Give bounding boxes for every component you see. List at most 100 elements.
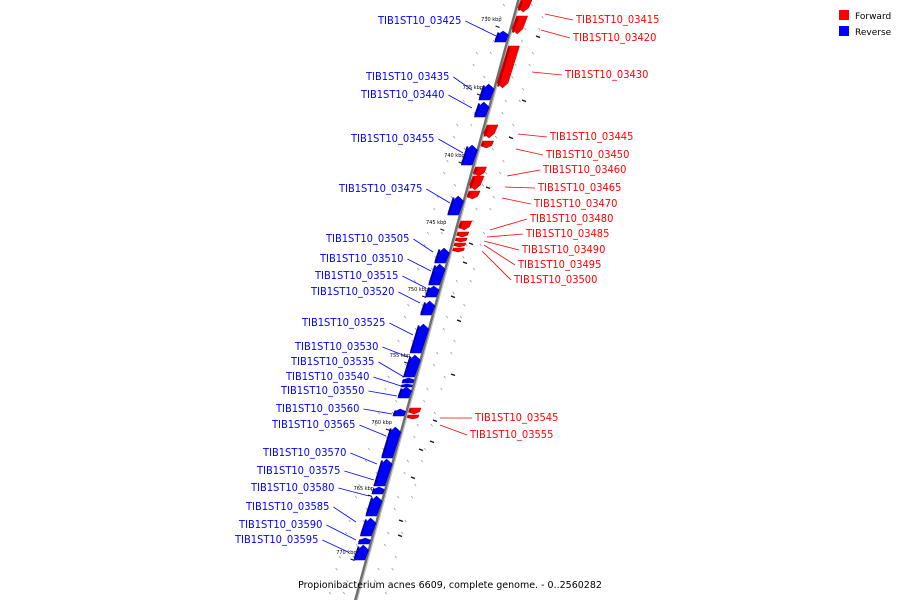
gene-tib1st10-03415[interactable] — [517, 0, 533, 13]
gene-tib1st10-03580[interactable] — [365, 495, 383, 517]
gene-tib1st10-03500-label[interactable]: TIB1ST10_03500 — [513, 273, 597, 286]
gene-tib1st10-03490-label[interactable]: TIB1ST10_03490 — [521, 243, 605, 256]
gene-tib1st10-03480-label[interactable]: TIB1ST10_03480 — [529, 212, 613, 225]
gene-tib1st10-03415-label[interactable]: TIB1ST10_03415 — [575, 13, 659, 26]
gene-tib1st10-03450[interactable] — [480, 140, 495, 149]
dash-mark — [418, 448, 424, 452]
gene-tib1st10-03520-label[interactable]: TIB1ST10_03520 — [310, 285, 394, 298]
dash-mark — [524, 27, 527, 31]
dash-mark — [470, 123, 473, 127]
gene-tib1st10-03580-label[interactable]: TIB1ST10_03580 — [250, 481, 334, 494]
gene-tib1st10-03510-label[interactable]: TIB1ST10_03510 — [319, 252, 403, 265]
gene-tib1st10-03485[interactable] — [456, 231, 470, 238]
dash-mark — [456, 123, 459, 127]
gene-tib1st10-03490[interactable] — [454, 237, 468, 243]
gene-tib1st10-03545-label[interactable]: TIB1ST10_03545 — [474, 411, 558, 424]
gene-tib1st10-03435-label[interactable]: TIB1ST10_03435 — [365, 70, 449, 83]
gene-tib1st10-03595[interactable] — [353, 544, 370, 561]
gene-tib1st10-03445[interactable] — [483, 124, 499, 139]
gene-tib1st10-03500[interactable] — [452, 247, 465, 253]
gene-tib1st10-03470-label[interactable]: TIB1ST10_03470 — [533, 197, 617, 210]
gene-tib1st10-03540-label[interactable]: TIB1ST10_03540 — [285, 370, 369, 383]
gene-tib1st10-03460-label[interactable]: TIB1ST10_03460 — [542, 163, 626, 176]
dash-mark — [508, 136, 514, 140]
gene-tib1st10-03495-label[interactable]: TIB1ST10_03495 — [517, 258, 601, 271]
gene-tib1st10-03530[interactable] — [403, 354, 421, 378]
dash-mark — [531, 51, 534, 55]
gene-tib1st10-03465-label[interactable]: TIB1ST10_03465 — [537, 181, 621, 194]
dash-mark — [436, 351, 439, 355]
gene-tib1st10-03545[interactable] — [408, 407, 422, 415]
gene-tib1st10-03575-label[interactable]: TIB1ST10_03575 — [256, 464, 340, 477]
gene-tib1st10-03475-label[interactable]: TIB1ST10_03475 — [338, 182, 422, 195]
gene-tib1st10-03555-label[interactable]: TIB1ST10_03555 — [469, 428, 553, 441]
gene-tib1st10-03595-label[interactable]: TIB1ST10_03595 — [234, 533, 318, 546]
gene-tib1st10-03505-label[interactable]: TIB1ST10_03505 — [325, 232, 409, 245]
gene-tib1st10-03565[interactable] — [381, 426, 402, 459]
gene-tib1st10-03585[interactable] — [359, 517, 377, 537]
gene-tib1st10-03440-shade — [474, 103, 481, 116]
gene-tib1st10-03440-label[interactable]: TIB1ST10_03440 — [360, 88, 444, 101]
gene-tib1st10-03585-shade — [360, 519, 368, 535]
gene-tib1st10-03430-label[interactable]: TIB1ST10_03430 — [564, 68, 648, 81]
dash-mark — [430, 267, 434, 271]
gene-tib1st10-03455-label[interactable]: TIB1ST10_03455 — [350, 132, 434, 145]
gene-tib1st10-03495[interactable] — [453, 242, 467, 248]
dash-mark — [512, 123, 515, 127]
gene-tib1st10-03515-label[interactable]: TIB1ST10_03515 — [314, 269, 398, 282]
gene-tib1st10-03455[interactable] — [460, 144, 478, 166]
gene-tib1st10-03520[interactable] — [419, 300, 436, 316]
gene-tib1st10-03535-label[interactable]: TIB1ST10_03535 — [290, 355, 374, 368]
gene-tib1st10-03555[interactable] — [406, 414, 420, 420]
gene-tib1st10-03530-label[interactable]: TIB1ST10_03530 — [294, 340, 378, 353]
tick-label: 755 kbp — [390, 353, 410, 359]
gene-tib1st10-03510[interactable] — [428, 263, 446, 286]
gene-tib1st10-03465[interactable] — [469, 175, 485, 191]
gene-tib1st10-03425-label[interactable]: TIB1ST10_03425 — [377, 14, 461, 27]
gene-tib1st10-03510-leader — [407, 258, 432, 272]
gene-tib1st10-03575[interactable] — [371, 486, 385, 495]
gene-tib1st10-03565-shade — [381, 428, 392, 457]
dash-mark — [355, 543, 359, 547]
dash-mark — [538, 27, 541, 31]
gene-tib1st10-03470-shade — [466, 192, 471, 198]
gene-tib1st10-03590-label[interactable]: TIB1ST10_03590 — [238, 518, 322, 531]
gene-tib1st10-03565-label[interactable]: TIB1ST10_03565 — [271, 418, 355, 431]
gene-tib1st10-03550-label[interactable]: TIB1ST10_03550 — [280, 384, 364, 397]
gene-tib1st10-03505[interactable] — [434, 247, 450, 264]
gene-tib1st10-03550[interactable] — [397, 386, 413, 399]
gene-tib1st10-03570-label[interactable]: TIB1ST10_03570 — [262, 446, 346, 459]
gene-tib1st10-03560[interactable] — [392, 408, 407, 417]
gene-tib1st10-03515[interactable] — [424, 285, 440, 298]
gene-tib1st10-03470[interactable] — [466, 190, 481, 200]
gene-tib1st10-03485-label[interactable]: TIB1ST10_03485 — [525, 227, 609, 240]
gene-tib1st10-03535[interactable] — [401, 377, 415, 384]
gene-tib1st10-03560-label[interactable]: TIB1ST10_03560 — [275, 402, 359, 415]
dash-mark — [421, 303, 424, 307]
gene-tib1st10-03460[interactable] — [472, 166, 487, 177]
dash-mark — [489, 207, 492, 211]
gene-tib1st10-03590[interactable] — [357, 537, 371, 545]
gene-tib1st10-03525-label[interactable]: TIB1ST10_03525 — [301, 316, 385, 329]
dash-mark — [342, 591, 346, 595]
gene-tib1st10-03525[interactable] — [409, 323, 430, 354]
dash-mark — [472, 267, 476, 271]
gene-tib1st10-03570[interactable] — [373, 458, 393, 487]
gene-tib1st10-03445-label[interactable]: TIB1ST10_03445 — [549, 130, 633, 143]
gene-tib1st10-03420-label[interactable]: TIB1ST10_03420 — [572, 31, 656, 44]
gene-tib1st10-03430[interactable] — [496, 45, 520, 89]
gene-tib1st10-03585-label[interactable]: TIB1ST10_03585 — [245, 500, 329, 513]
gene-tib1st10-03435[interactable] — [478, 83, 495, 101]
gene-tib1st10-03550-leader — [368, 390, 398, 397]
gene-tib1st10-03475[interactable] — [447, 195, 464, 216]
gene-tib1st10-03450-label[interactable]: TIB1ST10_03450 — [545, 148, 629, 161]
gene-tib1st10-03480[interactable] — [458, 220, 473, 231]
gene-tib1st10-03595-shade — [353, 546, 360, 559]
gene-tib1st10-03540[interactable] — [400, 383, 413, 388]
gene-tib1st10-03440[interactable] — [473, 101, 490, 118]
gene-tib1st10-03425[interactable] — [494, 30, 509, 43]
gene-tib1st10-03420[interactable] — [511, 15, 529, 35]
dash-mark — [494, 135, 498, 139]
gene-tib1st10-03590-leader — [326, 524, 357, 541]
